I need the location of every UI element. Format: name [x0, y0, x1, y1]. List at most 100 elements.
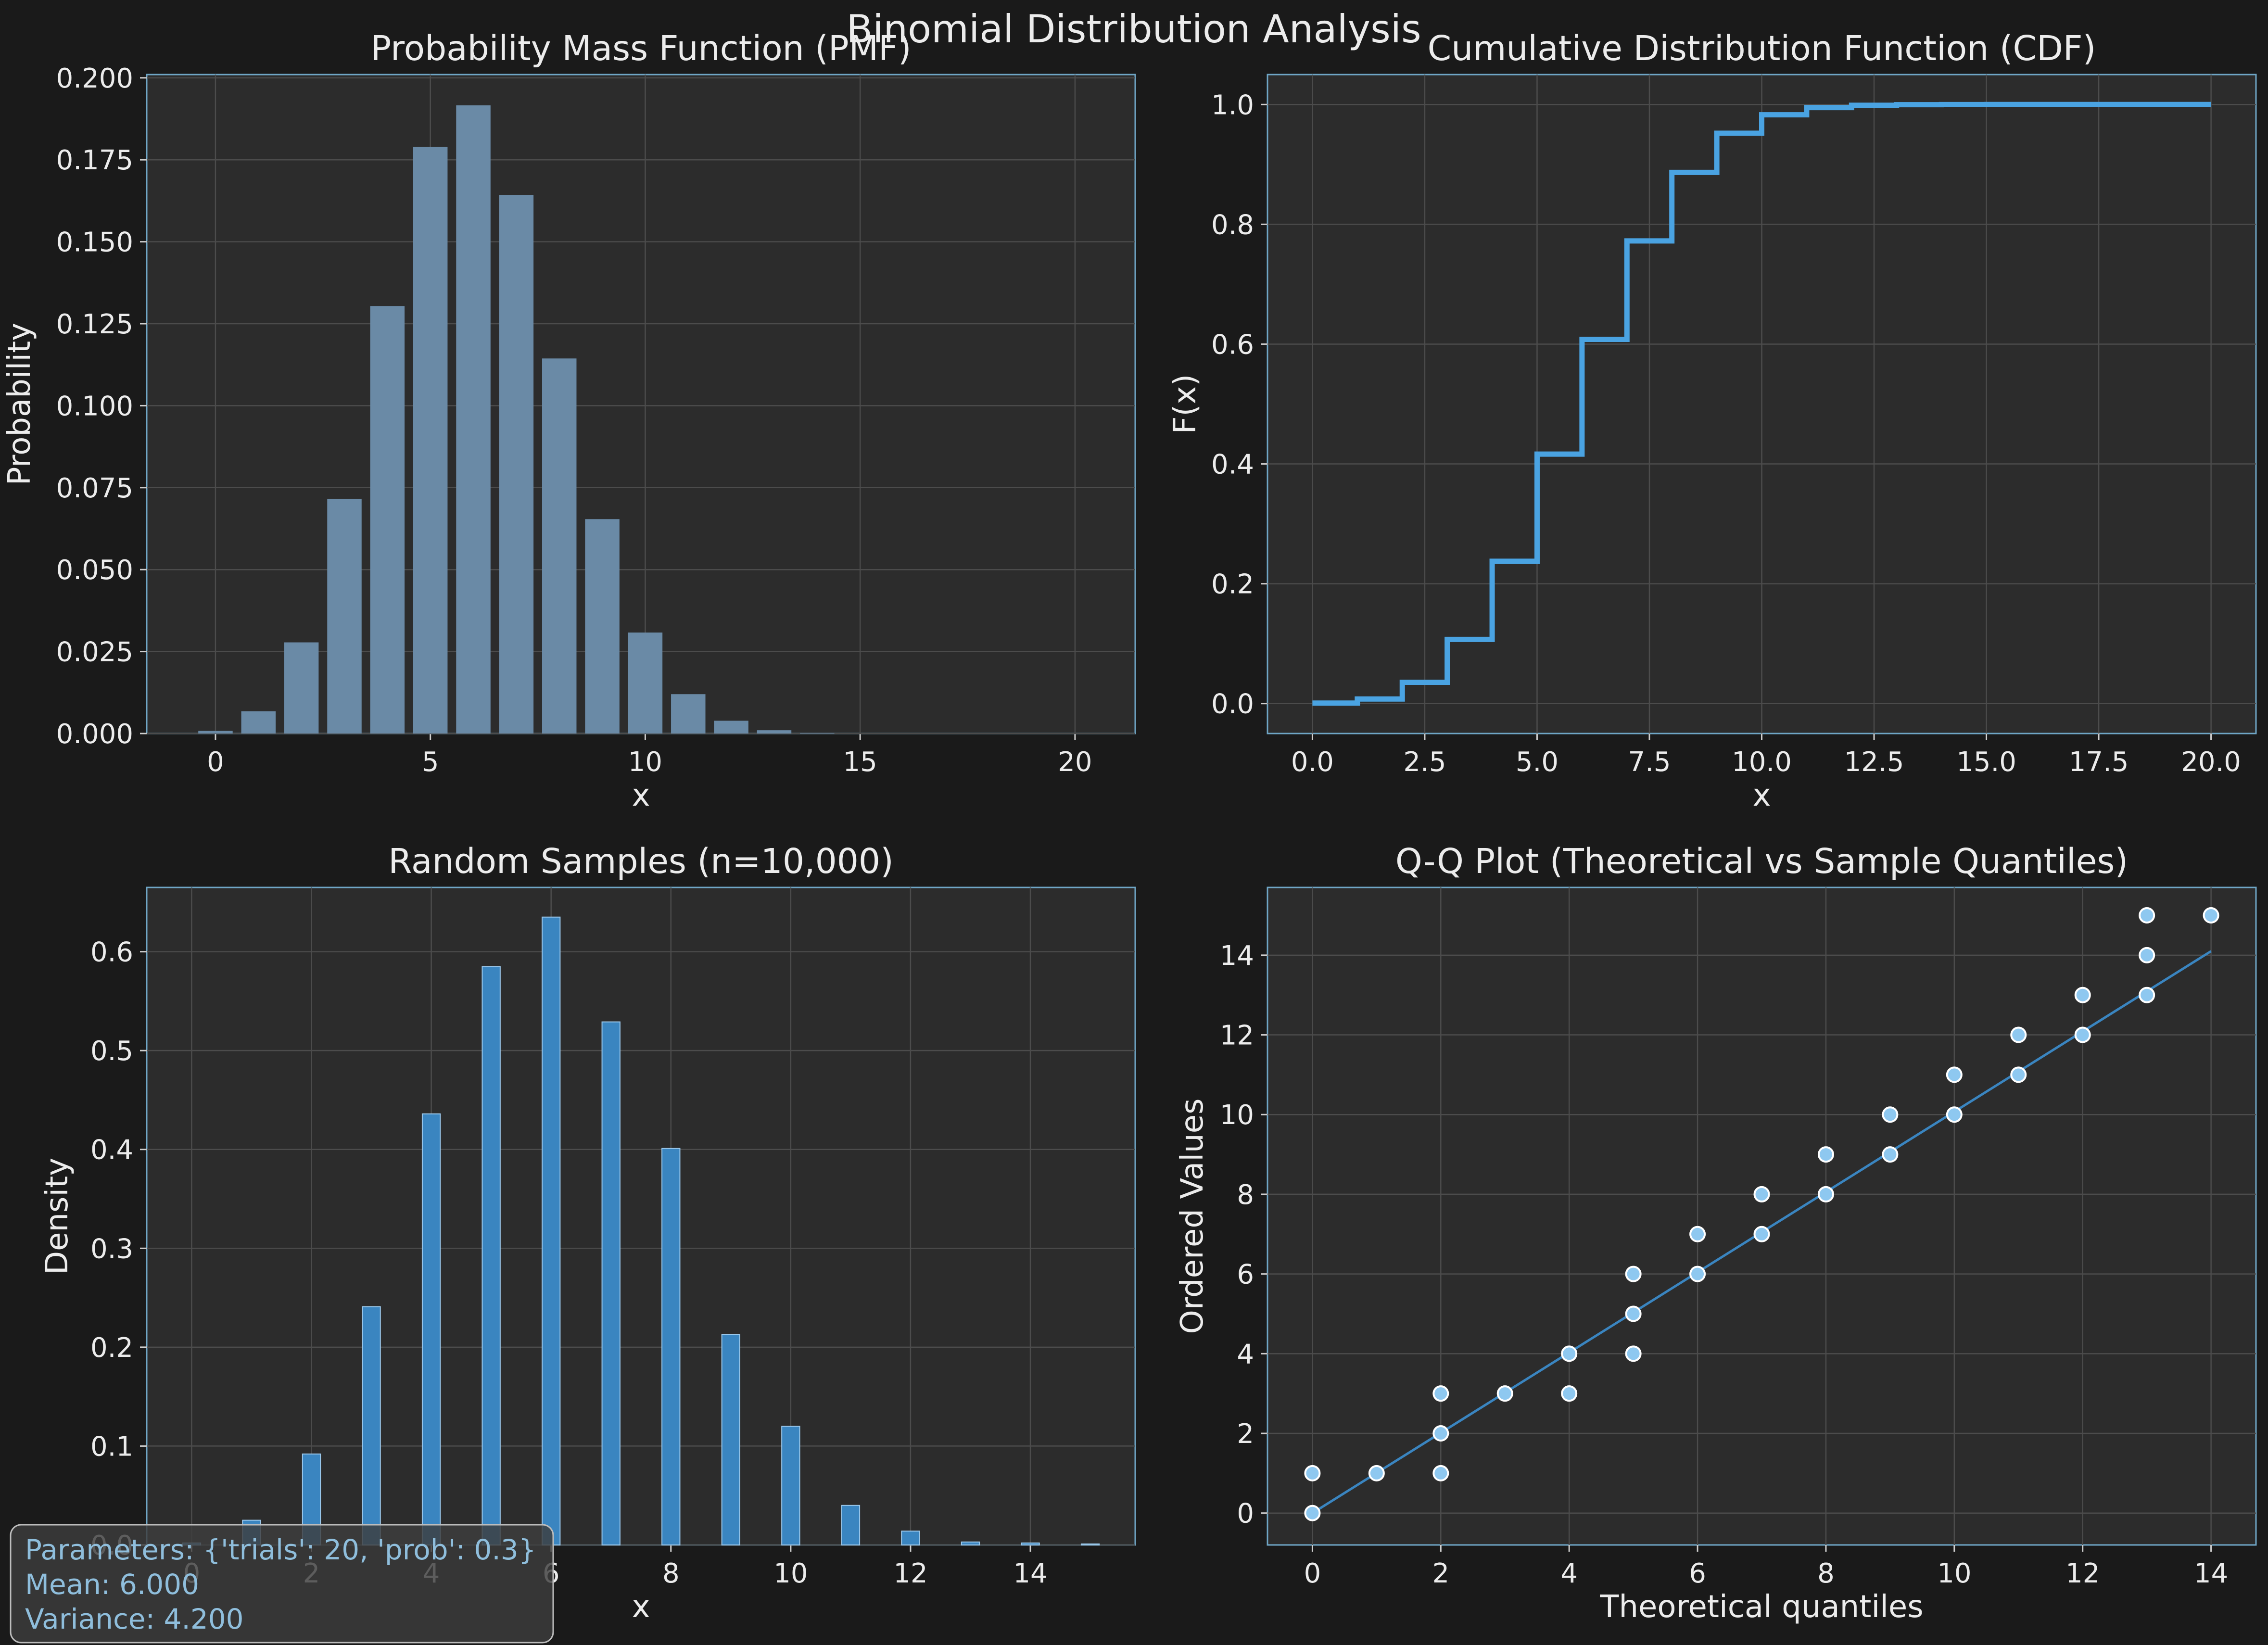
cdf-x-tick-label: 10.0: [1732, 747, 1792, 778]
qq-point: [1882, 1106, 1899, 1123]
qq-point: [2139, 907, 2155, 924]
pmf-x-axis-label: x: [632, 778, 650, 813]
pmf-bar: [800, 733, 835, 734]
pmf-panel: 0 5 10 15 20 0.000 0.025 0.050 0.075 0.100 0.125 0.…: [2, 28, 1136, 813]
info-box-background: [10, 1524, 554, 1644]
pmf-bar: [499, 195, 534, 734]
cdf-x-axis-label: x: [1753, 778, 1771, 813]
qq-point: [1496, 1385, 1513, 1402]
qq-point: [1882, 1146, 1899, 1163]
cdf-x-tick-label: 20.0: [2181, 747, 2241, 778]
samples-y-tick-label: 0.1: [90, 1431, 133, 1462]
pmf-y-axis-label: Probability: [2, 323, 38, 485]
samples-bar: [1080, 1543, 1100, 1545]
qq-point: [1625, 1265, 1642, 1282]
cdf-panel: 0.0 2.5 5.0 7.5 10.0 12.5 15.0 17.5 20.0 0.0 0.2 0.…: [1167, 28, 2257, 813]
pmf-bar: [284, 642, 319, 734]
qq-y-tick-label: 12: [1220, 1020, 1254, 1051]
cdf-y-tick-label: 0.8: [1211, 209, 1254, 240]
qq-panel: 0 2 4 6 8 10 12 14 0 2 4 6 8 10 12 14 Q-Q Plot (Theoreti…: [1175, 841, 2257, 1625]
info-box: Parameters: {'trials': 20, 'prob': 0.3} …: [10, 1524, 554, 1644]
pmf-bar: [714, 721, 748, 734]
samples-y-tick-label: 0.2: [90, 1332, 133, 1364]
qq-point: [1432, 1385, 1449, 1402]
qq-x-tick-label: 0: [1304, 1558, 1321, 1589]
qq-point: [1753, 1226, 1770, 1242]
figure-title: Binomial Distribution Analysis: [846, 7, 1421, 51]
samples-bar: [961, 1541, 980, 1545]
samples-bar: [362, 1306, 381, 1546]
pmf-x-tick-label: 15: [843, 747, 877, 778]
qq-y-tick-label: 8: [1237, 1179, 1254, 1211]
cdf-title: Cumulative Distribution Function (CDF): [1428, 28, 2096, 68]
qq-point: [1304, 1505, 1321, 1521]
pmf-x-tick-label: 20: [1058, 747, 1092, 778]
pmf-y-tick-label: 0.125: [56, 309, 133, 340]
samples-y-axis-label: Density: [39, 1158, 75, 1275]
qq-point: [2139, 987, 2155, 1003]
samples-x-tick-label: 12: [893, 1558, 927, 1589]
pmf-x-tick-label: 5: [422, 747, 439, 778]
qq-point: [1817, 1146, 1834, 1163]
qq-point: [2010, 1026, 2027, 1043]
pmf-x-tick-label: 0: [207, 747, 224, 778]
samples-bar: [841, 1505, 861, 1545]
qq-point: [1689, 1265, 1706, 1282]
cdf-x-tick-label: 2.5: [1403, 747, 1446, 778]
pmf-y-tick-label: 0.000: [56, 719, 133, 750]
samples-x-axis-label: x: [632, 1589, 650, 1625]
qq-point: [1561, 1345, 1578, 1362]
pmf-bar: [327, 498, 362, 734]
qq-x-tick-label: 10: [1937, 1558, 1971, 1589]
pmf-bar: [413, 147, 448, 734]
qq-x-tick-label: 8: [1817, 1558, 1835, 1589]
samples-bar: [601, 1021, 621, 1545]
pmf-y-tick-label: 0.175: [56, 145, 133, 176]
samples-bar: [481, 966, 501, 1545]
samples-bar: [901, 1531, 920, 1545]
info-parameters: Parameters: {'trials': 20, 'prob': 0.3}: [25, 1533, 536, 1566]
samples-y-tick-label: 0.6: [90, 937, 133, 968]
samples-bar: [661, 1148, 681, 1545]
qq-point: [1753, 1186, 1770, 1202]
qq-point: [1561, 1385, 1578, 1402]
pmf-y-tick-label: 0.150: [56, 227, 133, 258]
cdf-y-tick-label: 0.6: [1211, 329, 1254, 360]
cdf-x-tick-label: 0.0: [1291, 747, 1334, 778]
pmf-bar: [370, 306, 405, 734]
qq-y-tick-label: 6: [1237, 1259, 1254, 1291]
samples-x-tick-label: 8: [662, 1558, 680, 1589]
qq-point: [1304, 1465, 1321, 1481]
qq-title: Q-Q Plot (Theoretical vs Sample Quantile…: [1395, 841, 2128, 881]
qq-point: [1432, 1465, 1449, 1481]
qq-x-tick-label: 12: [2065, 1558, 2100, 1589]
pmf-y-tick-label: 0.100: [56, 391, 133, 422]
samples-title: Random Samples (n=10,000): [388, 841, 894, 881]
qq-point: [1432, 1425, 1449, 1442]
cdf-step-line: [1312, 101, 2211, 706]
qq-point: [1946, 1066, 1963, 1083]
pmf-bar: [542, 358, 577, 734]
cdf-y-axis-label: F(x): [1167, 374, 1203, 434]
qq-point: [1689, 1226, 1706, 1242]
qq-x-axis-label: Theoretical quantiles: [1599, 1589, 1923, 1625]
cdf-y-tick-label: 0.4: [1211, 449, 1254, 481]
qq-point: [1625, 1305, 1642, 1322]
qq-point: [2074, 987, 2091, 1003]
samples-y-tick-label: 0.4: [90, 1135, 133, 1166]
qq-point: [2074, 1026, 2091, 1043]
pmf-bar: [628, 633, 663, 734]
cdf-x-tick-label: 17.5: [2069, 747, 2129, 778]
samples-x-tick-label: 14: [1013, 1558, 1047, 1589]
pmf-bar: [241, 711, 276, 734]
samples-x-tick-label: 10: [773, 1558, 808, 1589]
cdf-x-tick-label: 5.0: [1516, 747, 1558, 778]
info-mean: Mean: 6.000: [25, 1568, 199, 1601]
pmf-y-tick-label: 0.200: [56, 63, 133, 94]
cdf-y-tick-label: 0.2: [1211, 569, 1254, 600]
samples-bar: [781, 1426, 800, 1545]
qq-y-tick-label: 14: [1220, 940, 1254, 972]
cdf-y-tick-label: 0.0: [1211, 689, 1254, 720]
cdf-y-tick-label: 1.0: [1211, 89, 1254, 121]
qq-point: [1817, 1186, 1834, 1202]
